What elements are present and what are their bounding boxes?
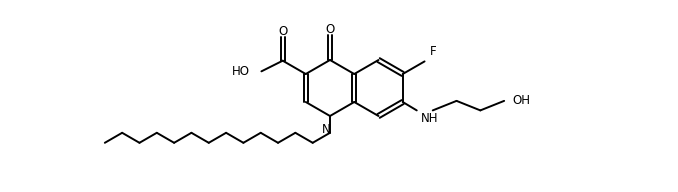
Text: O: O — [325, 23, 335, 36]
Text: F: F — [430, 45, 436, 58]
Text: N: N — [321, 123, 330, 136]
Text: O: O — [278, 25, 287, 38]
Text: HO: HO — [231, 65, 250, 78]
Text: NH: NH — [421, 112, 438, 125]
Text: OH: OH — [512, 94, 530, 107]
